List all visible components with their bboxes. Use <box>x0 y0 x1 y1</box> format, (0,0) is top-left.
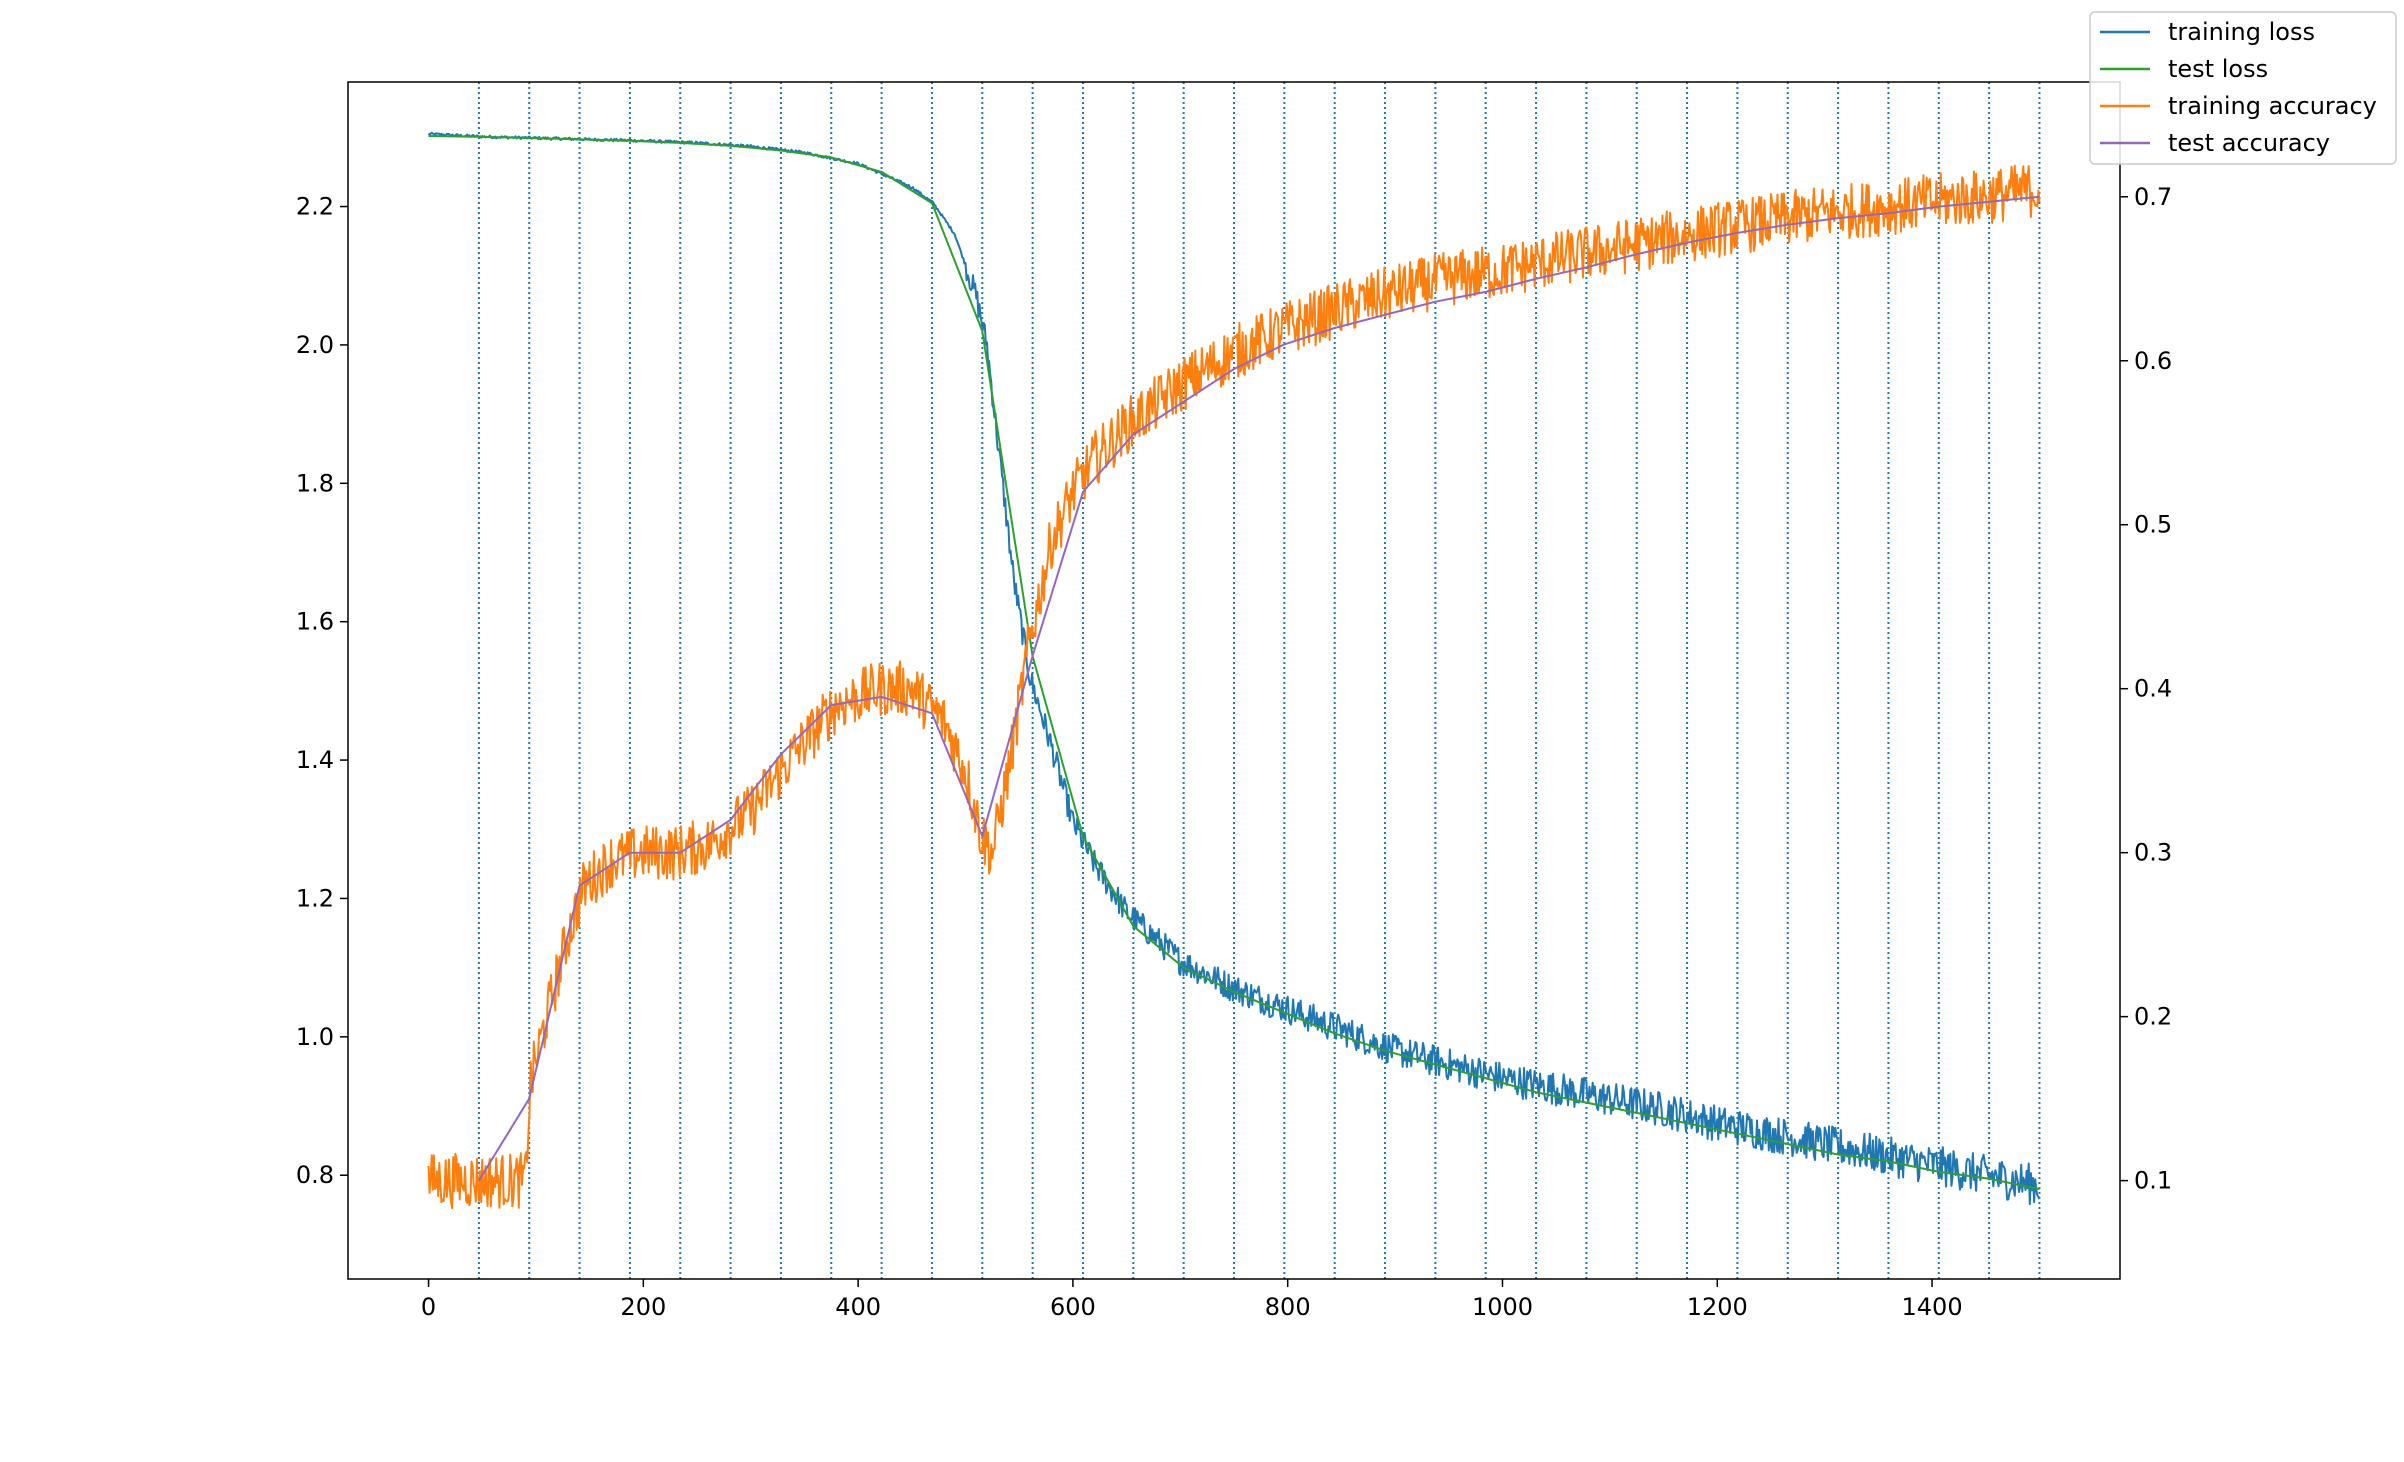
legend-label: training loss <box>2168 18 2315 46</box>
plot-frame <box>347 81 2121 1280</box>
x-tick-label: 1000 <box>1472 1293 1533 1321</box>
legend-box <box>2089 11 2397 165</box>
legend-label: test accuracy <box>2168 129 2330 157</box>
y2-tick-label: 0.6 <box>2134 347 2172 375</box>
series-line-training-loss <box>427 131 2041 1206</box>
x-tick-label: 200 <box>620 1293 666 1321</box>
x-axis: 0 200 400 600 800 1000 1200 1400 <box>421 1279 1963 1321</box>
legend-label: test loss <box>2168 55 2268 83</box>
x-tick-label: 600 <box>1050 1293 1096 1321</box>
y2-tick-label: 0.7 <box>2134 183 2172 211</box>
x-tick-label: 800 <box>1265 1293 1311 1321</box>
y2-tick-label: 0.4 <box>2134 675 2172 703</box>
y2-tick-label: 0.5 <box>2134 511 2172 539</box>
y2-tick-label: 0.2 <box>2134 1003 2172 1031</box>
y-tick-label: 0.8 <box>296 1161 334 1189</box>
y-tick-label: 2.2 <box>296 193 334 221</box>
y2-tick-label: 0.3 <box>2134 839 2172 867</box>
y-tick-label: 2.0 <box>296 331 334 359</box>
series-line-training-accuracy <box>427 164 2041 1210</box>
legend: training loss test loss training accuracy t… <box>2089 11 2397 165</box>
y-tick-label: 1.0 <box>296 1023 334 1051</box>
y-axis-left: 0.8 1.0 1.2 1.4 1.6 1.8 2.0 2.2 <box>296 193 348 1189</box>
x-tick-label: 0 <box>421 1293 436 1321</box>
y-tick-label: 1.2 <box>296 884 334 912</box>
x-tick-label: 400 <box>835 1293 881 1321</box>
y-tick-label: 1.4 <box>296 746 334 774</box>
series-layer <box>427 131 2041 1210</box>
series-line-test-loss <box>428 135 2040 1191</box>
epoch-boundary-lines <box>477 82 2041 1279</box>
x-tick-label: 1400 <box>1902 1293 1963 1321</box>
y2-tick-label: 0.1 <box>2134 1167 2172 1195</box>
legend-label: training accuracy <box>2168 92 2377 120</box>
y-tick-label: 1.6 <box>296 608 334 636</box>
x-tick-label: 1200 <box>1687 1293 1748 1321</box>
series-line-test-accuracy <box>478 195 2040 1182</box>
y-axis-right: 0.1 0.2 0.3 0.4 0.5 0.6 0.7 <box>2120 183 2172 1195</box>
y-tick-label: 1.8 <box>296 469 334 497</box>
